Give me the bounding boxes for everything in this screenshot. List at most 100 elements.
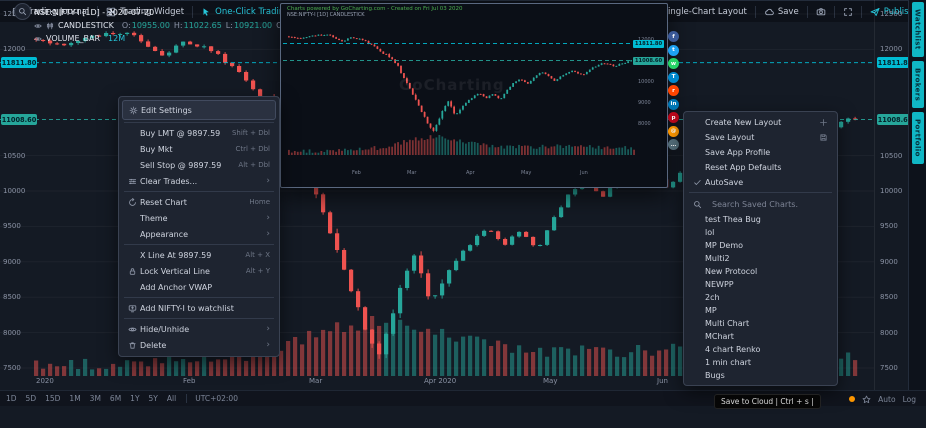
expand-button[interactable]: [835, 1, 861, 22]
range-selector: 1D 5D 15D 1M 3M 6M 1Y 5Y All: [6, 394, 185, 403]
menu-item-theme[interactable]: Theme ›: [122, 210, 276, 226]
eye-icon[interactable]: [34, 22, 42, 30]
range-15d[interactable]: 15D: [45, 394, 61, 403]
saved-chart-1-min-chart[interactable]: 1 min chart: [687, 356, 834, 369]
favorite-star-icon[interactable]: [862, 395, 871, 404]
legend-symbol-row[interactable]: NSE:NIFTY-I [1D] - 2020-07-20: [34, 6, 324, 19]
publish-button[interactable]: Publish: [862, 1, 922, 22]
menu-item-x-line-at-9897-59[interactable]: X Line At 9897.59 Alt + X: [122, 247, 276, 263]
saved-chart-label: Multi Chart: [705, 319, 750, 328]
search-icon: [693, 200, 705, 209]
twitter-share-button[interactable]: t: [668, 44, 679, 56]
reddit-share-button[interactable]: r: [668, 85, 679, 96]
price-tick-8500[interactable]: 8500: [880, 293, 898, 302]
menu-item-reset-chart[interactable]: Reset Chart Home: [122, 194, 276, 210]
trading-widget-button[interactable]: Trading Widget: [98, 1, 192, 22]
price-tick-9000[interactable]: 9000: [880, 257, 898, 266]
scale-auto-toggle[interactable]: Auto: [878, 394, 896, 404]
price-tick-9500[interactable]: 9500: [880, 222, 898, 231]
camera-button[interactable]: [808, 1, 834, 22]
menu-item-add-anchor-vwap[interactable]: Add Anchor VWAP: [122, 279, 276, 295]
price-tag-11008-60[interactable]: 11008.60: [877, 114, 913, 126]
price-tick-12000[interactable]: 12000: [880, 45, 903, 54]
check-icon: [693, 178, 705, 187]
menu-divider: [124, 318, 274, 319]
menu-item-add-nifty-i-to-watchlist[interactable]: Add NIFTY-I to watchlist: [122, 300, 276, 316]
side-tab-portfolio[interactable]: Portfolio: [911, 111, 924, 164]
saved-chart-label: MChart: [705, 332, 734, 341]
price-tick-7500[interactable]: 7500: [880, 364, 898, 372]
layout-action-create-new-layout[interactable]: Create New Layout: [687, 115, 834, 130]
saved-chart-multi2[interactable]: Multi2: [687, 252, 834, 265]
linkedin-share-button[interactable]: in: [668, 98, 679, 110]
more-share-button[interactable]: …: [668, 139, 679, 150]
layout-action-autosave[interactable]: AutoSave: [687, 175, 834, 190]
menu-divider: [689, 192, 832, 193]
price-tick-8000[interactable]: 8000: [880, 328, 898, 337]
menu-item-label: Sell Stop @ 9897.59: [140, 160, 222, 170]
symbol-search-button[interactable]: [14, 3, 31, 20]
side-tab-brokers[interactable]: Brokers: [911, 60, 924, 108]
menu-item-clear-trades[interactable]: Clear Trades... ›: [122, 173, 276, 189]
saved-chart-mchart[interactable]: MChart: [687, 330, 834, 343]
range-all[interactable]: All: [166, 394, 177, 403]
saved-charts-search-input[interactable]: [710, 198, 826, 210]
saved-chart-2ch[interactable]: 2ch: [687, 291, 834, 304]
email-share-button[interactable]: @: [668, 125, 679, 137]
saved-chart-test-thea-bug[interactable]: test Thea Bug: [687, 213, 834, 226]
range-1m[interactable]: 1M: [69, 394, 81, 403]
price-axis-right[interactable]: 12500 12000 10500 10000 9500 9000 8500 8000 7500…: [874, 0, 913, 390]
popup-legend: NSE:NIFTY-I [1D] CANDLESTICK: [287, 12, 365, 18]
save-button[interactable]: Save: [756, 1, 807, 22]
time-axis[interactable]: 2020 Feb Mar Apr 2020 May Jun: [0, 376, 874, 389]
telegram-share-button[interactable]: T: [668, 71, 679, 83]
range-5y[interactable]: 5Y: [148, 394, 158, 403]
eye-icon[interactable]: [34, 35, 42, 43]
divider: [754, 5, 756, 18]
saved-chart-4-chart-renko[interactable]: 4 chart Renko: [687, 343, 834, 356]
menu-item-hide-unhide[interactable]: Hide/Unhide ›: [122, 321, 276, 337]
price-tick-10000[interactable]: 10000: [880, 187, 903, 195]
saved-chart-label: MP Demo: [705, 241, 744, 250]
one-click-trading-button[interactable]: One-Click Trading: [193, 1, 298, 22]
menu-item-buy-lmt-9897-59[interactable]: Buy LMT @ 9897.59 Shift + Dbl: [122, 125, 276, 141]
menu-item-lock-vertical-line[interactable]: Lock Vertical Line Alt + Y: [122, 263, 276, 279]
status-left-label: Trading Journal: [26, 6, 90, 17]
pinterest-share-button[interactable]: p: [668, 112, 679, 123]
saved-chart-newpp[interactable]: NEWPP: [687, 278, 834, 291]
range-6m[interactable]: 6M: [109, 394, 122, 403]
range-1y[interactable]: 1Y: [130, 394, 140, 403]
saved-chart-label: 1 min chart: [705, 358, 752, 367]
whatsapp-share-button[interactable]: w: [668, 58, 679, 69]
menu-item-delete[interactable]: Delete ›: [122, 337, 276, 353]
facebook-share-button[interactable]: f: [668, 31, 679, 42]
saved-chart-mp-demo[interactable]: MP Demo: [687, 239, 834, 252]
chart-snapshot-popup[interactable]: Charts powered by GoCharting.com - Creat…: [280, 3, 668, 188]
range-1d[interactable]: 1D: [6, 394, 17, 403]
menu-item-appearance[interactable]: Appearance ›: [122, 226, 276, 242]
menu-item-edit-settings[interactable]: Edit Settings: [122, 100, 276, 120]
saved-chart-mp[interactable]: MP: [687, 304, 834, 317]
saved-chart-new-protocol[interactable]: New Protocol: [687, 265, 834, 278]
layout-action-reset-app-defaults[interactable]: Reset App Defaults: [687, 160, 834, 175]
saved-chart-lol[interactable]: lol: [687, 226, 834, 239]
scale-log-toggle[interactable]: Log: [902, 394, 916, 404]
side-tab-watchlist[interactable]: Watchlist: [911, 2, 924, 57]
menu-item-buy-mkt[interactable]: Buy Mkt Ctrl + Dbl: [122, 141, 276, 157]
timeframe-bar: 1D 5D 15D 1M 3M 6M 1Y 5Y All UTC+02:00 Auto Log: [0, 390, 926, 406]
popup-time-label-jun: Jun: [580, 170, 588, 176]
saved-chart-multi-chart[interactable]: Multi Chart: [687, 317, 834, 330]
price-tag-11811-80[interactable]: 11811.80: [877, 57, 913, 69]
menu-item-sell-stop-9897-59[interactable]: Sell Stop @ 9897.59 Alt + Dbl: [122, 157, 276, 173]
price-tick-10500[interactable]: 10500: [880, 151, 903, 160]
range-5d[interactable]: 5D: [25, 394, 37, 403]
saved-chart-bugs[interactable]: Bugs: [687, 369, 834, 382]
layout-action-save-layout[interactable]: Save Layout: [687, 130, 834, 145]
saved-charts-search[interactable]: [687, 195, 834, 213]
range-3m[interactable]: 3M: [89, 394, 101, 403]
price-tick-12500[interactable]: 12500: [880, 10, 903, 18]
time-label-2020: 2020: [36, 377, 54, 385]
timezone-label[interactable]: UTC+02:00: [195, 394, 238, 403]
legend-volume-row[interactable]: VOLUME_BAR 12M: [34, 32, 324, 45]
layout-action-save-app-profile[interactable]: Save App Profile: [687, 145, 834, 160]
